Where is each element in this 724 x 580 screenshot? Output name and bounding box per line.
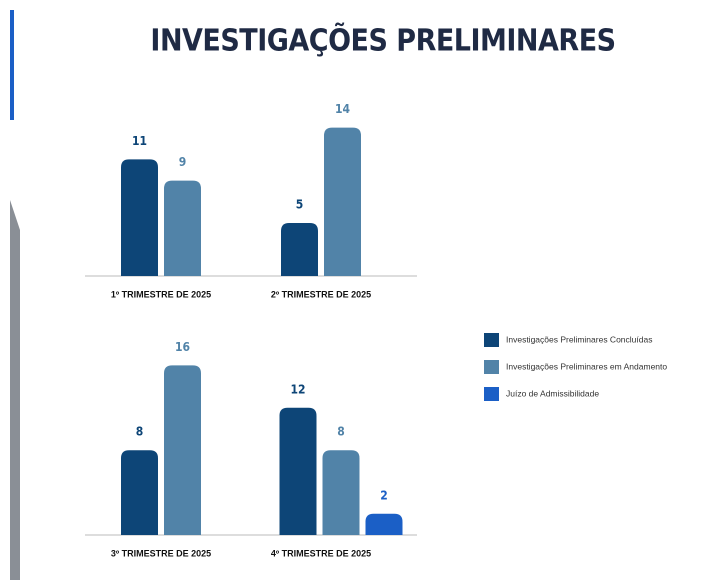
bar (281, 223, 318, 276)
value-label: 8 (136, 425, 144, 439)
x-tick-label: 1º TRIMESTRE DE 2025 (111, 289, 211, 299)
bar (121, 450, 158, 535)
value-label: 9 (179, 155, 187, 169)
value-label: 5 (296, 198, 304, 212)
legend-label: Investigações Preliminares Concluídas (506, 334, 652, 344)
bar (164, 180, 201, 276)
x-tick-label: 2º TRIMESTRE DE 2025 (271, 289, 371, 299)
bar (279, 407, 317, 535)
decor-stripe (10, 200, 20, 580)
legend-swatch (484, 360, 499, 374)
bar (324, 127, 361, 276)
x-tick-label: 4º TRIMESTRE DE 2025 (271, 548, 371, 558)
value-label: 14 (335, 102, 351, 116)
value-label: 12 (290, 382, 305, 396)
decor-stripe (10, 10, 14, 120)
bar (121, 159, 158, 276)
bar (164, 365, 201, 535)
value-label: 16 (175, 340, 190, 354)
bar (322, 450, 360, 535)
legend-label: Juízo de Admissibilidade (506, 388, 599, 398)
legend-label: Investigações Preliminares em Andamento (506, 361, 667, 371)
value-label: 2 (380, 488, 388, 502)
bar (365, 513, 403, 535)
value-label: 11 (132, 134, 147, 148)
value-label: 8 (337, 425, 345, 439)
x-tick-label: 3º TRIMESTRE DE 2025 (111, 548, 211, 558)
legend-swatch (484, 387, 499, 401)
legend-swatch (484, 333, 499, 347)
chart-title: INVESTIGAÇÕES PRELIMINARES (150, 22, 615, 59)
